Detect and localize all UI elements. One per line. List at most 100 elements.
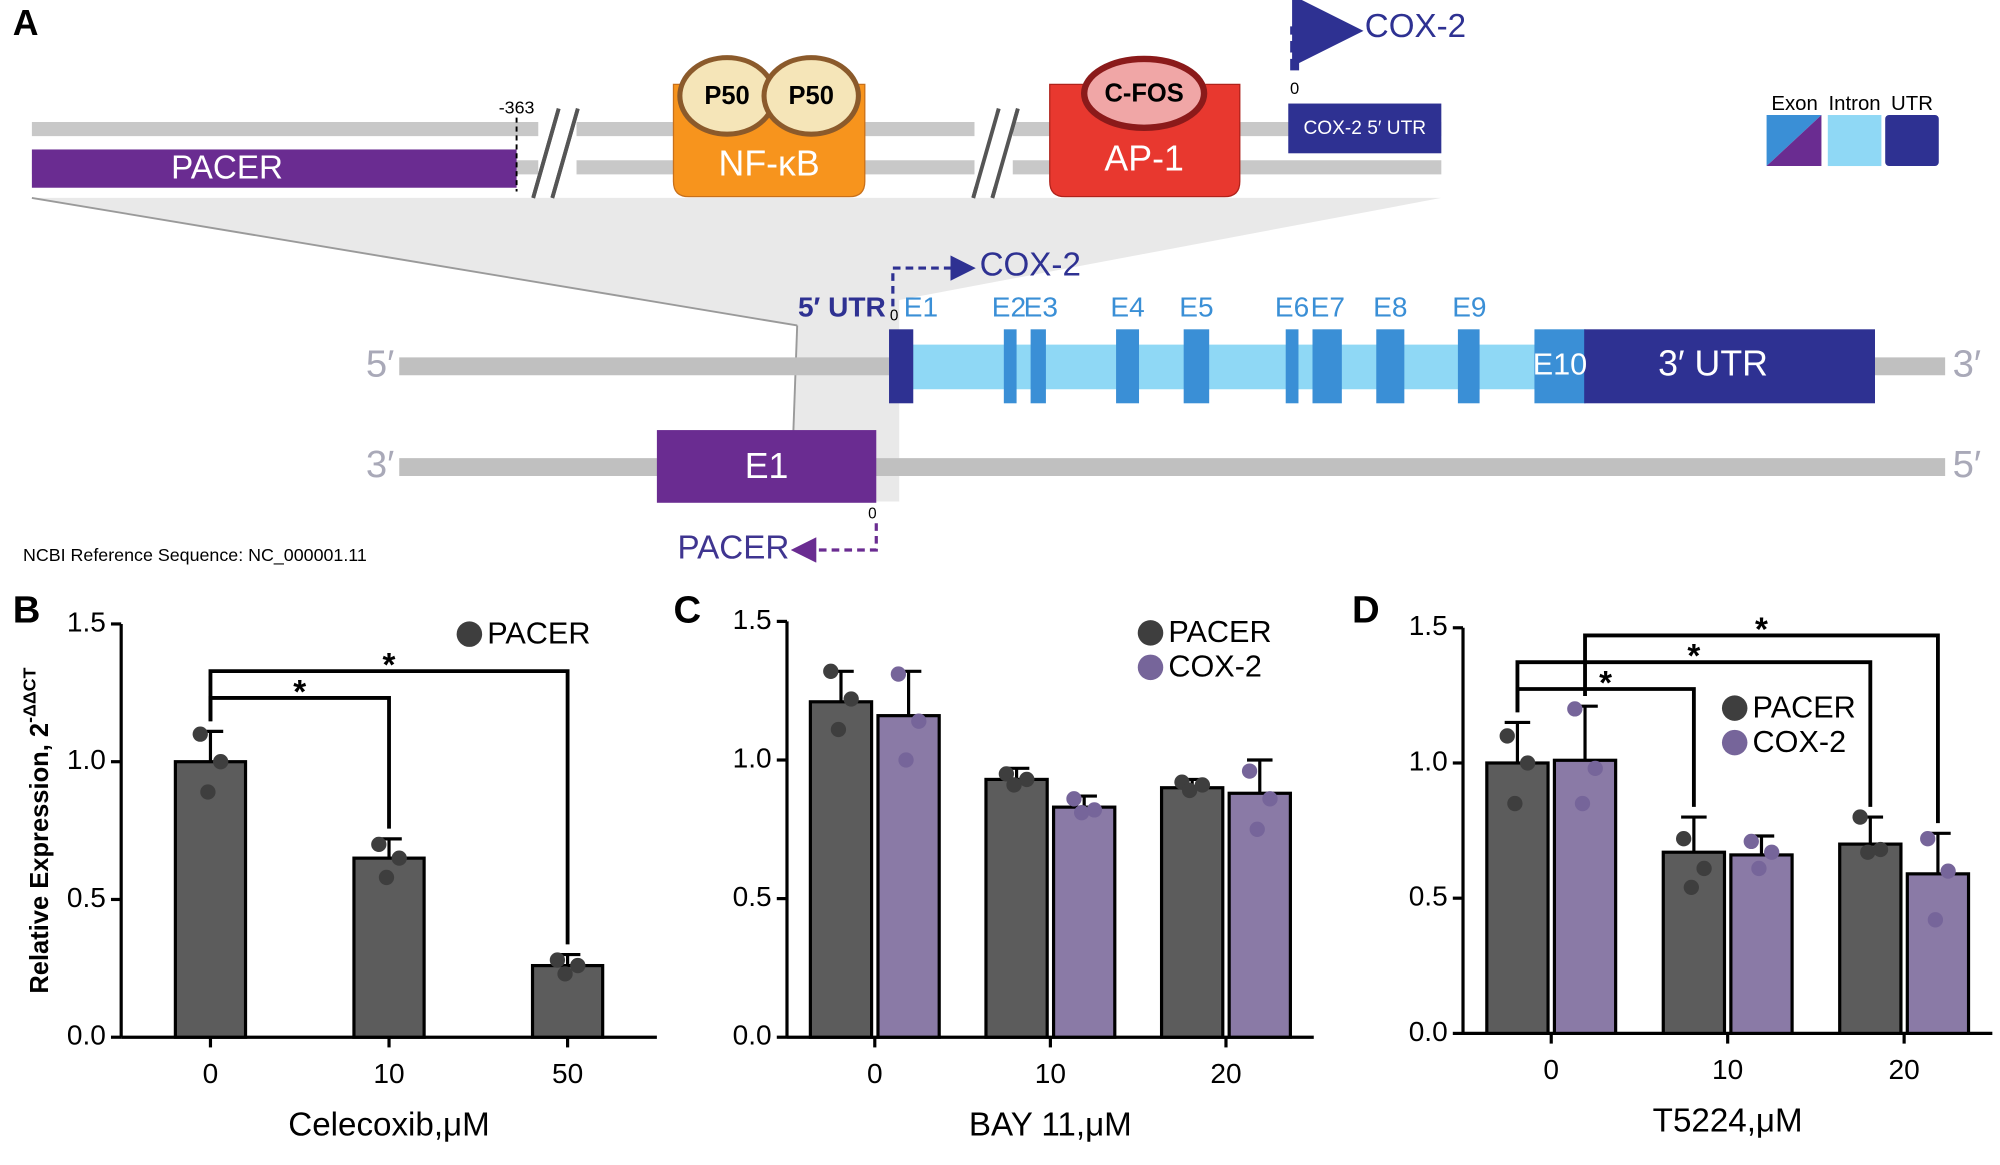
tss-arrow xyxy=(1290,0,1364,71)
transcript-label: PACER xyxy=(678,530,790,567)
legend-label: UTR xyxy=(1891,93,1933,115)
exon-labels: E1 E2 E3 E4 E5 E6 E7 E8 E9 xyxy=(904,291,1487,322)
legend-marker xyxy=(1137,620,1164,646)
data-point xyxy=(1587,760,1603,777)
panel-label: A xyxy=(13,3,39,43)
y-axis-label: Relative Expression, 2-ΔΔCT xyxy=(19,667,53,993)
transcript-label: COX-2 xyxy=(1365,8,1466,45)
data-point xyxy=(557,966,573,982)
legend-label: PACER xyxy=(487,617,590,651)
strand-end: 5′ xyxy=(1953,443,1981,486)
utr3-exon xyxy=(1584,329,1875,404)
bar xyxy=(1661,850,1727,1035)
exon-label: E1 xyxy=(745,446,789,486)
significance-bracket xyxy=(208,669,570,945)
data-point xyxy=(1940,863,1956,879)
intron xyxy=(889,344,1537,390)
data-point xyxy=(843,691,859,707)
break-mark xyxy=(531,108,1020,199)
utr5-label: 5′ UTR xyxy=(798,291,886,322)
utr-box xyxy=(1288,103,1442,154)
data-point xyxy=(1181,782,1198,799)
y-tick-label: 1.5 xyxy=(67,606,106,637)
significance-bracket xyxy=(1515,660,1873,807)
legend-utr xyxy=(1885,115,1939,167)
y-tick-label: 0.0 xyxy=(67,1020,106,1051)
legend-label: COX-2 xyxy=(1753,725,1847,759)
bar xyxy=(173,760,248,1039)
legend-label: PACER xyxy=(1753,691,1856,725)
data-point xyxy=(192,726,208,742)
data-point xyxy=(898,752,914,768)
exon-label: E9 xyxy=(1452,291,1486,322)
data-point xyxy=(1241,763,1258,779)
legend-intron xyxy=(1827,115,1882,167)
strand-end: 3′ xyxy=(1953,342,1981,385)
strand-end: 3′ xyxy=(366,443,394,486)
bar xyxy=(1227,791,1292,1039)
utr-label: COX-2 5′ UTR xyxy=(1303,118,1426,139)
x-tick-label: 0 xyxy=(203,1058,219,1089)
significance-bracket xyxy=(1583,633,1940,824)
x-tick-label: 20 xyxy=(1210,1058,1241,1089)
data-point xyxy=(998,766,1015,782)
significance-label: * xyxy=(1687,638,1700,675)
legend-label: Exon xyxy=(1771,93,1817,115)
bar xyxy=(984,777,1049,1039)
exon-label: E8 xyxy=(1373,291,1407,322)
data-point xyxy=(549,952,566,968)
legend-marker xyxy=(1137,654,1164,681)
x-axis-label: T5224,μM xyxy=(1653,1102,1803,1139)
legend-marker xyxy=(1721,729,1748,756)
y-tick-label: 0.5 xyxy=(733,881,772,912)
bar xyxy=(1838,842,1903,1035)
data-point xyxy=(570,957,586,974)
y-tick-label: 1.0 xyxy=(1409,745,1448,776)
pacer-exon xyxy=(656,430,877,503)
significance-label: * xyxy=(1599,665,1612,702)
cfos-label: C-FOS xyxy=(1104,79,1183,107)
data-point xyxy=(1519,755,1536,771)
pacer-region xyxy=(31,149,517,188)
panel-a: A PACER -363 P50 P50 NF-κB C-FOS AP-1 CO… xyxy=(13,0,1981,567)
tss-arrow xyxy=(891,255,976,307)
data-point xyxy=(1574,795,1591,812)
y-tick-label: 1.0 xyxy=(733,742,772,773)
exon-label: E3 xyxy=(1024,291,1058,322)
legend-marker xyxy=(1721,695,1748,721)
data-point xyxy=(1019,771,1035,788)
bar xyxy=(352,856,426,1039)
y-tick-label: 1.0 xyxy=(67,744,106,775)
y-tick-label: 0.5 xyxy=(67,882,106,913)
tss-label: 0 xyxy=(890,308,899,325)
bar xyxy=(1051,805,1117,1039)
data-point xyxy=(213,754,229,770)
transcript-label: COX-2 xyxy=(980,247,1081,284)
x-tick-label: 0 xyxy=(1543,1054,1559,1085)
data-point xyxy=(378,869,395,886)
data-point xyxy=(1262,791,1278,807)
data-point xyxy=(1683,879,1699,896)
data-point xyxy=(371,836,387,853)
legend-label: PACER xyxy=(1168,615,1271,649)
reference: NCBI Reference Sequence: NC_000001.11 xyxy=(23,545,367,566)
exon-label: E5 xyxy=(1179,291,1213,322)
panel-label: D xyxy=(1352,589,1380,632)
bar xyxy=(876,714,941,1039)
x-axis-label: Celecoxib,μM xyxy=(288,1106,490,1143)
data-point xyxy=(1249,821,1265,837)
y-tick-label: 1.5 xyxy=(733,604,772,635)
y-tick-label: 1.5 xyxy=(1409,610,1448,641)
data-point xyxy=(1860,844,1876,860)
data-point xyxy=(1006,777,1022,793)
exon-label: E6 xyxy=(1275,291,1309,322)
data-point xyxy=(1872,841,1889,858)
tss-label: 0 xyxy=(868,505,877,522)
legend-marker xyxy=(456,621,483,647)
p50-label: P50 xyxy=(789,82,834,110)
panel-label: C xyxy=(673,589,701,632)
tss-label: 0 xyxy=(1290,79,1299,98)
p50 xyxy=(761,55,861,137)
data-point xyxy=(911,713,927,729)
y-tick-label: 0.5 xyxy=(1409,881,1448,912)
